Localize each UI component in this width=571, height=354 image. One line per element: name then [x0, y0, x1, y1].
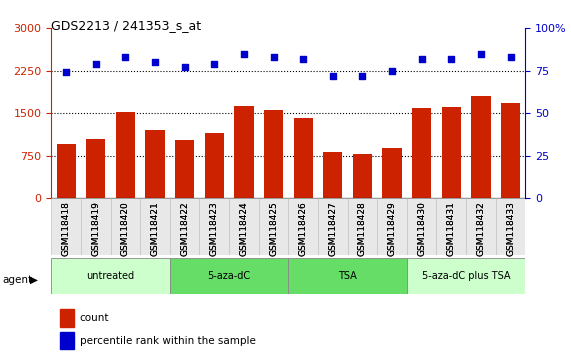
Text: GDS2213 / 241353_s_at: GDS2213 / 241353_s_at: [51, 19, 202, 33]
Bar: [57, 144, 76, 198]
Text: GSM118433: GSM118433: [506, 201, 515, 256]
Bar: [170, 258, 288, 294]
Bar: [383, 148, 401, 198]
Point: [239, 51, 248, 57]
Text: GSM118433: GSM118433: [506, 201, 515, 256]
Text: GSM118419: GSM118419: [91, 201, 100, 256]
Bar: [436, 198, 466, 255]
Text: percentile rank within the sample: percentile rank within the sample: [79, 336, 255, 346]
Bar: [116, 112, 135, 198]
Point: [388, 68, 397, 74]
Bar: [229, 198, 259, 255]
Bar: [234, 106, 254, 198]
Text: agent: agent: [3, 275, 33, 285]
Bar: [288, 198, 318, 255]
Bar: [407, 198, 436, 255]
Bar: [264, 110, 283, 198]
Point: [62, 70, 71, 75]
Bar: [51, 198, 81, 255]
Text: GSM118420: GSM118420: [121, 201, 130, 256]
Text: GSM118432: GSM118432: [476, 201, 485, 256]
Bar: [377, 198, 407, 255]
Text: GSM118420: GSM118420: [121, 201, 130, 256]
Point: [476, 51, 485, 57]
Text: GSM118426: GSM118426: [299, 201, 308, 256]
Point: [447, 56, 456, 62]
Text: GSM118432: GSM118432: [476, 201, 485, 256]
Text: untreated: untreated: [87, 271, 135, 281]
Bar: [81, 198, 111, 255]
Point: [91, 61, 100, 67]
Point: [358, 73, 367, 79]
Text: GSM118426: GSM118426: [299, 201, 308, 256]
Bar: [175, 141, 194, 198]
Bar: [353, 154, 372, 198]
Bar: [501, 103, 520, 198]
Bar: [466, 198, 496, 255]
Text: GSM118431: GSM118431: [447, 201, 456, 256]
Point: [506, 55, 515, 60]
Text: GSM118430: GSM118430: [417, 201, 426, 256]
Text: GSM118428: GSM118428: [358, 201, 367, 256]
Text: GSM118427: GSM118427: [328, 201, 337, 256]
Bar: [288, 258, 407, 294]
Text: GSM118425: GSM118425: [269, 201, 278, 256]
Point: [151, 59, 160, 65]
Text: GSM118422: GSM118422: [180, 201, 189, 256]
Text: GSM118429: GSM118429: [388, 201, 396, 256]
Text: GSM118430: GSM118430: [417, 201, 426, 256]
Bar: [146, 130, 164, 198]
Point: [299, 56, 308, 62]
Bar: [293, 118, 313, 198]
Point: [210, 61, 219, 67]
Text: GSM118419: GSM118419: [91, 201, 100, 256]
Text: count: count: [79, 313, 109, 323]
Point: [417, 56, 426, 62]
Bar: [61, 309, 74, 327]
Bar: [61, 332, 74, 349]
Bar: [86, 139, 106, 198]
Bar: [51, 258, 170, 294]
Point: [328, 73, 337, 79]
Bar: [204, 133, 224, 198]
Text: GSM118429: GSM118429: [388, 201, 396, 256]
Bar: [259, 198, 288, 255]
Text: GSM118423: GSM118423: [210, 201, 219, 256]
Point: [121, 55, 130, 60]
Bar: [140, 198, 170, 255]
Bar: [199, 198, 229, 255]
Bar: [348, 198, 377, 255]
Bar: [441, 107, 461, 198]
Text: GSM118422: GSM118422: [180, 201, 189, 256]
Text: GSM118431: GSM118431: [447, 201, 456, 256]
Text: GSM118428: GSM118428: [358, 201, 367, 256]
Text: GSM118418: GSM118418: [62, 201, 71, 256]
Bar: [323, 152, 343, 198]
Bar: [471, 96, 490, 198]
Bar: [412, 108, 431, 198]
Text: GSM118421: GSM118421: [151, 201, 159, 256]
Bar: [496, 198, 525, 255]
Text: TSA: TSA: [338, 271, 357, 281]
Text: GSM118423: GSM118423: [210, 201, 219, 256]
Point: [269, 55, 278, 60]
Bar: [111, 198, 140, 255]
Bar: [407, 258, 525, 294]
Text: 5-aza-dC plus TSA: 5-aza-dC plus TSA: [422, 271, 510, 281]
Text: GSM118427: GSM118427: [328, 201, 337, 256]
Text: GSM118424: GSM118424: [239, 201, 248, 256]
Text: GSM118421: GSM118421: [151, 201, 159, 256]
Text: GSM118425: GSM118425: [269, 201, 278, 256]
Text: 5-aza-dC: 5-aza-dC: [207, 271, 251, 281]
Bar: [318, 198, 348, 255]
Text: GSM118418: GSM118418: [62, 201, 71, 256]
Point: [180, 64, 189, 70]
Text: ▶: ▶: [30, 275, 38, 285]
Bar: [170, 198, 199, 255]
Text: GSM118424: GSM118424: [239, 201, 248, 256]
